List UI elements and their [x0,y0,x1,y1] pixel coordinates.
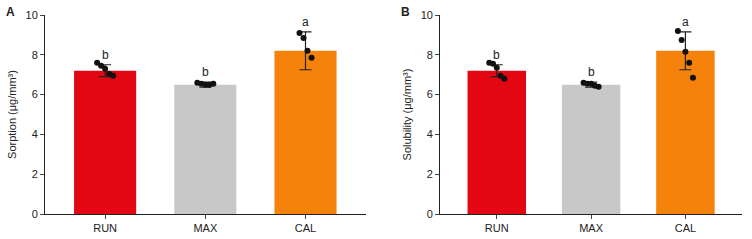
svg-text:CAL: CAL [675,222,696,234]
svg-text:A: A [6,5,15,19]
svg-text:b: b [202,65,209,79]
svg-text:RUN: RUN [485,222,509,234]
svg-text:Solubility (μg/mm³): Solubility (μg/mm³) [401,69,413,161]
svg-text:4: 4 [32,128,38,140]
svg-text:2: 2 [32,168,38,180]
svg-text:10: 10 [421,9,433,21]
svg-text:B: B [401,5,410,19]
svg-text:a: a [302,15,309,29]
svg-text:MAX: MAX [579,222,604,234]
svg-text:MAX: MAX [193,222,218,234]
svg-text:4: 4 [427,128,433,140]
svg-text:6: 6 [427,88,433,100]
svg-text:b: b [102,48,109,62]
svg-text:0: 0 [427,208,433,220]
svg-text:RUN: RUN [93,222,117,234]
svg-text:6: 6 [32,88,38,100]
svg-text:a: a [682,15,689,29]
svg-text:Sorption (μg/mm³): Sorption (μg/mm³) [6,70,18,159]
svg-text:b: b [588,65,595,79]
svg-text:10: 10 [26,9,38,21]
svg-text:b: b [493,48,500,62]
svg-text:8: 8 [32,49,38,61]
svg-text:2: 2 [427,168,433,180]
svg-text:8: 8 [427,49,433,61]
svg-text:0: 0 [32,208,38,220]
svg-text:CAL: CAL [295,222,316,234]
